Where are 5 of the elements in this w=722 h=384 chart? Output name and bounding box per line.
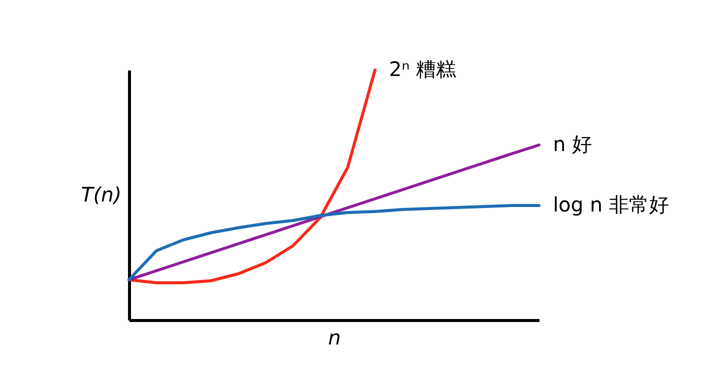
series-label: 2ⁿ 糟糕 — [389, 57, 456, 81]
series-label: log n 非常好 — [553, 192, 669, 216]
x-axis-title: n — [328, 326, 341, 350]
y-axis-title: T(n) — [81, 182, 122, 206]
series-label: n 好 — [553, 132, 592, 156]
